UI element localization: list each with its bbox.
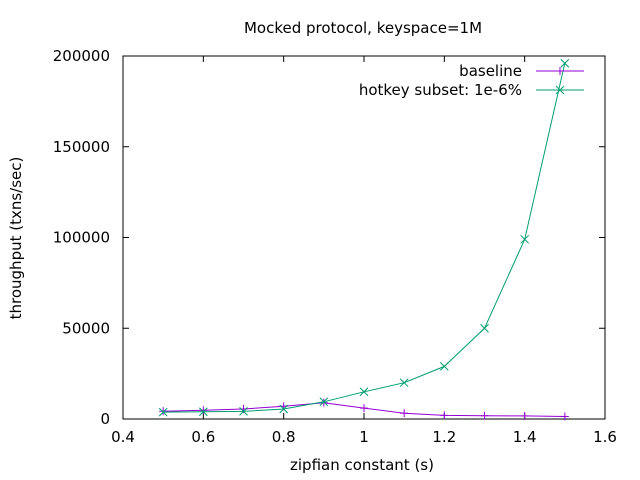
x-axis-label: zipfian constant (s) — [290, 456, 434, 474]
legend-label: hotkey subset: 1e-6% — [359, 81, 522, 99]
x-tick-label: 1.4 — [513, 428, 537, 446]
legend-label: baseline — [459, 62, 522, 80]
x-tick-label: 1 — [359, 428, 369, 446]
legend-entry: baseline — [459, 62, 584, 80]
x-tick: 1 — [359, 56, 369, 446]
x-tick-label: 1.6 — [593, 428, 617, 446]
data-point — [159, 407, 168, 416]
y-tick-label: 150000 — [53, 138, 110, 156]
data-point — [560, 58, 570, 68]
x-tick: 0.8 — [272, 56, 296, 446]
data-point — [480, 323, 489, 333]
y-tick: 150000 — [53, 138, 605, 156]
series-hotkey-subset — [158, 58, 570, 417]
x-tick: 1.2 — [432, 56, 456, 446]
data-point — [560, 412, 569, 421]
plot-frame — [122, 55, 606, 420]
legend-marker — [555, 85, 565, 95]
chart-title: Mocked protocol, keyspace=1M — [244, 19, 482, 37]
data-point — [439, 362, 449, 371]
y-tick: 0 — [100, 410, 605, 428]
x-tick-label: 0.8 — [272, 428, 296, 446]
y-tick: 50000 — [62, 319, 605, 337]
legend-marker — [556, 67, 564, 75]
data-point — [440, 411, 449, 420]
data-point — [319, 397, 329, 407]
data-point — [520, 234, 530, 244]
data-point — [360, 404, 368, 413]
data-point — [520, 411, 529, 420]
x-tick-label: 0.6 — [191, 428, 215, 446]
y-axis: 0 50000 100000 150000 200000 — [53, 47, 605, 428]
x-tick: 1.6 — [593, 56, 617, 446]
data-point — [480, 411, 489, 420]
x-tick: 0.6 — [191, 56, 215, 446]
data-point — [199, 406, 208, 415]
x-axis: 0.4 0.6 0.8 1 1.2 1.4 1.6 — [111, 56, 617, 446]
y-axis-label: throughput (txns/sec) — [7, 157, 25, 320]
y-tick-label: 200000 — [53, 47, 110, 65]
x-tick-label: 1.2 — [432, 428, 456, 446]
plot-area — [158, 58, 570, 421]
x-tick-label: 0.4 — [111, 428, 135, 446]
series-baseline — [159, 398, 569, 421]
y-tick-label: 0 — [100, 410, 110, 428]
data-point — [399, 378, 409, 388]
legend-entry: hotkey subset: 1e-6% — [359, 81, 584, 99]
series-line — [163, 63, 566, 413]
data-point — [198, 407, 208, 417]
data-point — [359, 387, 369, 397]
x-tick: 1.4 — [513, 56, 537, 446]
y-tick-label: 100000 — [53, 229, 110, 247]
data-point — [239, 407, 248, 416]
data-point — [158, 407, 168, 417]
data-point — [400, 409, 409, 418]
y-tick-label: 50000 — [62, 319, 110, 337]
data-point — [279, 404, 289, 414]
x-tick: 0.4 — [111, 56, 135, 446]
y-tick: 100000 — [53, 229, 605, 247]
y-tick: 200000 — [53, 47, 605, 65]
